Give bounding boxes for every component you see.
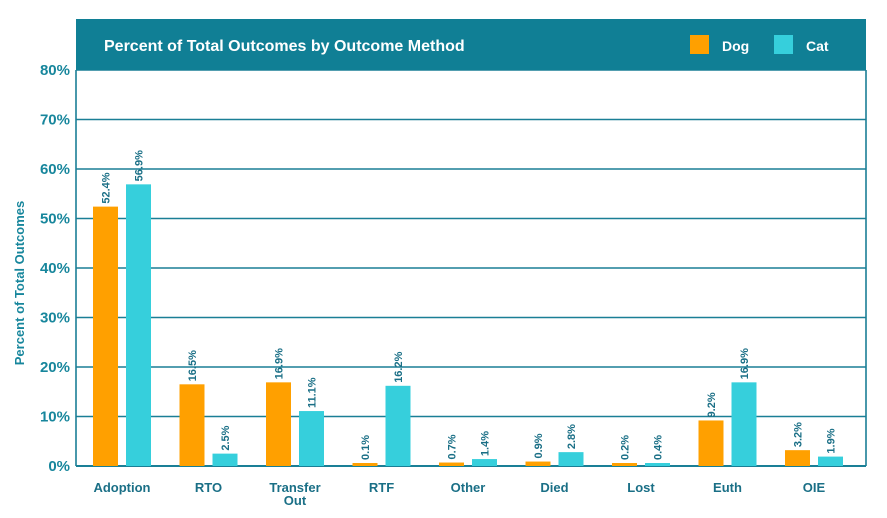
data-label-dog: 0.7% (447, 434, 459, 459)
data-label-dog: 52.4% (101, 172, 113, 203)
header-bar (76, 19, 866, 70)
data-labels: 52.4% 56.9% 16.5% 2.5% 16.9% 11.1% 0.1% 16.2% 0.… (101, 150, 838, 460)
bar-dog (785, 450, 810, 466)
x-tick-label: RTO (195, 480, 222, 495)
legend-swatch-cat (774, 35, 793, 54)
y-tick-label: 30% (40, 310, 70, 327)
x-tick-label: Died (540, 480, 568, 495)
x-tick-label: RTF (369, 480, 394, 495)
data-label-cat: 1.4% (480, 431, 492, 456)
bar-dog (439, 462, 464, 466)
chart-header: Percent of Total Outcomes by Outcome Met… (76, 19, 866, 70)
data-label-dog: 16.9% (274, 348, 286, 379)
bar-dog (93, 206, 118, 466)
legend-label-cat: Cat (806, 38, 829, 54)
data-label-cat: 16.9% (739, 348, 751, 379)
x-axis-ticks: Adoption RTO Transfer Out RTF Other Died Lost Eu… (93, 480, 825, 508)
data-label-dog: 16.5% (187, 350, 199, 381)
data-label-cat: 56.9% (134, 150, 146, 181)
bar-cat (731, 382, 757, 466)
data-label-cat: 1.9% (826, 428, 838, 453)
bar-dog (179, 384, 205, 466)
x-tick-label: Transfer Out (269, 480, 320, 508)
data-label-dog: 0.9% (533, 433, 545, 458)
legend-label-dog: Dog (722, 38, 749, 54)
data-label-cat: 2.8% (566, 424, 578, 449)
data-label-cat: 16.2% (393, 351, 405, 382)
y-tick-label: 80% (40, 62, 70, 79)
data-label-dog: 0.2% (620, 435, 632, 460)
bars (93, 184, 843, 466)
y-tick-label: 60% (40, 161, 70, 178)
data-label-cat: 0.4% (653, 435, 665, 460)
bar-cat (212, 453, 238, 466)
y-tick-label: 70% (40, 112, 70, 129)
chart-title: Percent of Total Outcomes by Outcome Met… (104, 38, 465, 55)
bar-dog (266, 382, 291, 466)
y-tick-label: 20% (40, 359, 70, 376)
bar-cat (558, 452, 584, 466)
bar-cat (645, 463, 670, 466)
y-axis-label: Percent of Total Outcomes (12, 201, 27, 365)
x-tick-label: Adoption (93, 480, 150, 495)
bar-cat (472, 459, 497, 466)
bar-dog (525, 461, 551, 466)
data-label-dog: 0.1% (360, 435, 372, 460)
bar-cat (299, 411, 324, 466)
x-tick-label: OIE (803, 480, 826, 495)
legend: Dog Cat (690, 35, 829, 54)
y-axis-ticks: 0% 10% 20% 30% 40% 50% 60% 70% 80% (40, 62, 70, 475)
bar-dog (612, 463, 637, 466)
y-tick-label: 10% (40, 409, 70, 426)
y-tick-label: 0% (48, 458, 70, 475)
y-tick-label: 40% (40, 260, 70, 277)
y-tick-label: 50% (40, 211, 70, 228)
x-tick-label: Other (451, 480, 486, 495)
bar-dog (698, 420, 724, 466)
bar-dog (352, 463, 378, 466)
bar-cat (126, 184, 151, 466)
data-label-dog: 3.2% (793, 422, 805, 447)
bar-cat (385, 385, 411, 466)
bar-cat (818, 456, 843, 466)
data-label-cat: 2.5% (220, 425, 232, 450)
legend-swatch-dog (690, 35, 709, 54)
data-label-dog: 9.2% (706, 392, 718, 417)
data-label-cat: 11.1% (307, 377, 319, 408)
x-tick-label: Euth (713, 480, 742, 495)
x-tick-label: Lost (627, 480, 655, 495)
